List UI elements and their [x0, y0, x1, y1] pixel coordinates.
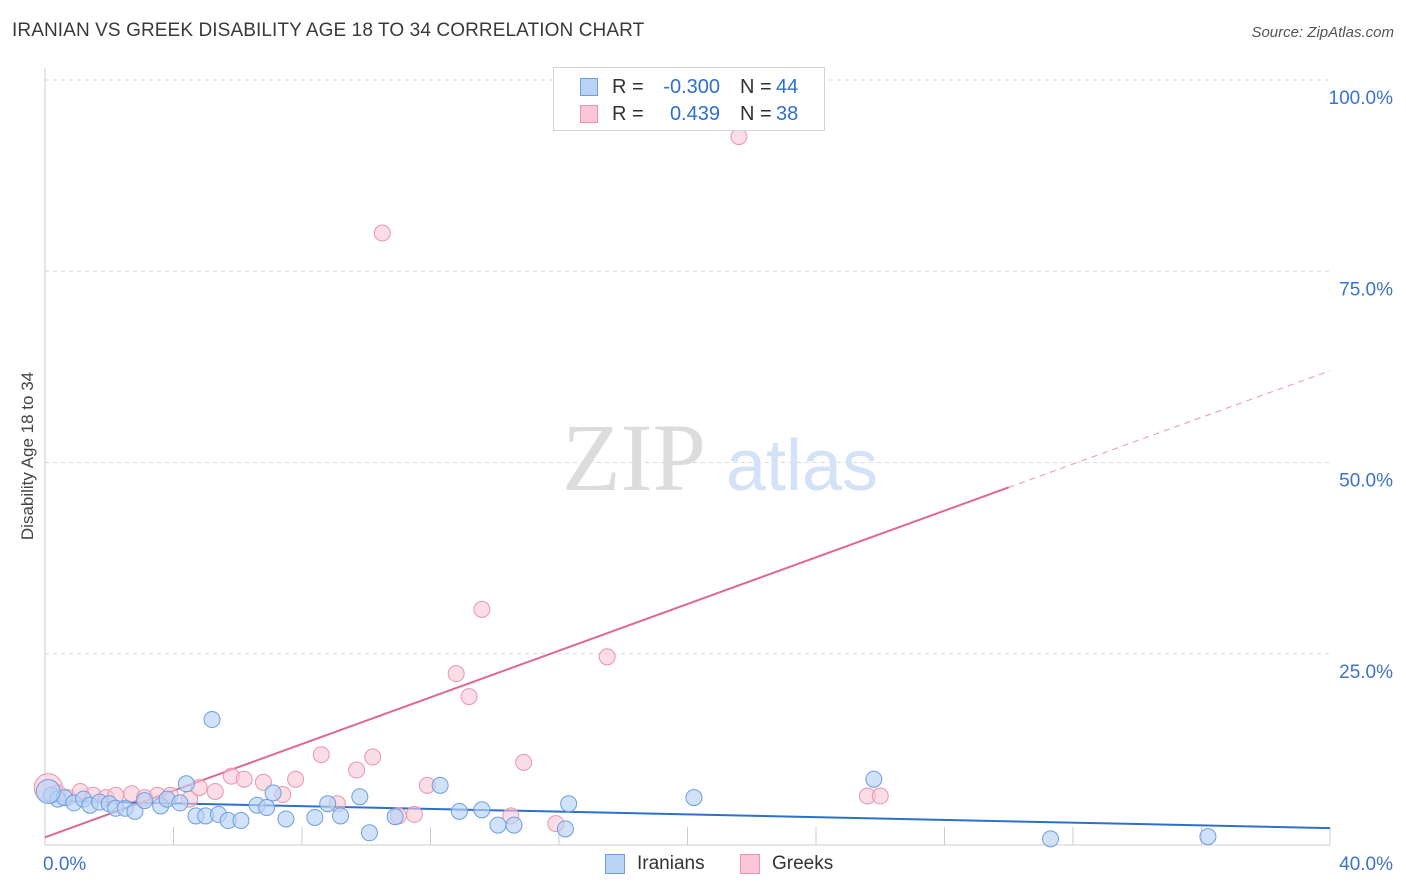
bottom-legend-swatch-iranians	[605, 854, 625, 874]
greeks-point	[235, 770, 253, 788]
iranians-point	[450, 802, 468, 820]
greeks-point	[730, 128, 748, 146]
iranians-point	[865, 770, 883, 788]
x-tick-label-start: 0.0%	[43, 854, 86, 875]
y-tick-label: 75.0%	[1339, 279, 1393, 300]
greeks-point	[206, 782, 224, 800]
greeks-point	[373, 224, 391, 242]
iranians-point	[556, 820, 574, 838]
legend-r-label: R =	[612, 75, 644, 98]
y-tick-label: 50.0%	[1339, 471, 1393, 492]
watermark-zip: ZIP	[562, 404, 706, 511]
bottom-legend-swatch-greeks	[740, 854, 760, 874]
iranians-point	[351, 788, 369, 806]
iranians-point	[431, 776, 449, 794]
chart-source: Source: ZipAtlas.com	[1251, 24, 1394, 41]
legend-row-greeks: R = 0.439 N = 38	[554, 101, 798, 127]
legend-n-value-greeks: 38	[776, 102, 799, 125]
greeks-point	[447, 665, 465, 683]
iranians-point	[1042, 830, 1060, 848]
correlation-legend: R = -0.300 N = 44 R = 0.439 N = 38	[553, 67, 825, 131]
legend-swatch-iranians	[580, 78, 598, 96]
bottom-legend-greeks: Greeks	[740, 852, 833, 876]
iranians-point	[473, 801, 491, 819]
iranians-point	[258, 799, 276, 817]
legend-row-iranians: R = -0.300 N = 44	[554, 74, 798, 100]
iranians-point	[277, 810, 295, 828]
greeks-point	[598, 648, 616, 666]
iranians-point	[332, 807, 350, 825]
watermark-atlas: atlas	[726, 426, 878, 506]
greeks-trend-line	[44, 486, 1010, 839]
greeks-point	[515, 753, 533, 771]
legend-r-label: R =	[612, 102, 644, 125]
bottom-legend-iranians: Iranians	[605, 852, 705, 876]
greeks-point	[312, 746, 330, 764]
bottom-legend-label-greeks: Greeks	[772, 853, 834, 874]
greeks-point	[473, 600, 491, 618]
greeks-point	[460, 688, 478, 706]
greeks-trend-line-projection	[1008, 370, 1331, 488]
iranians-point	[203, 711, 221, 729]
iranians-point	[264, 784, 282, 802]
bottom-legend-label-iranians: Iranians	[637, 853, 705, 874]
iranians-point	[505, 816, 523, 834]
chart-title: IRANIAN VS GREEK DISABILITY AGE 18 TO 34…	[12, 20, 645, 41]
legend-r-value-iranians: -0.300	[663, 75, 720, 98]
iranians-point	[306, 808, 324, 826]
iranians-point	[177, 775, 195, 793]
iranians-points	[35, 711, 1217, 848]
iranians-point	[136, 792, 154, 810]
x-tick-label-end: 40.0%	[1339, 854, 1393, 875]
iranians-point	[685, 789, 703, 807]
iranians-point	[560, 795, 578, 813]
watermark: ZIP atlas	[562, 404, 878, 511]
gridlines	[45, 79, 1330, 655]
greeks-point	[405, 805, 423, 823]
legend-swatch-greeks	[580, 105, 598, 123]
axes	[44, 68, 1331, 846]
iranians-point	[232, 812, 250, 830]
greeks-point	[254, 773, 272, 791]
greeks-point	[348, 761, 366, 779]
legend-r-value-greeks: 0.439	[669, 102, 720, 125]
greeks-point	[871, 787, 889, 805]
y-tick-label: 25.0%	[1339, 662, 1393, 683]
iranians-point	[171, 794, 189, 812]
iranians-point	[35, 778, 61, 804]
iranians-point	[489, 816, 507, 834]
greeks-point	[287, 770, 305, 788]
iranians-point	[1199, 828, 1217, 846]
tick-labels: 100.0% 75.0% 50.0% 25.0% 0.0% 40.0%	[43, 88, 1393, 875]
iranians-point	[319, 795, 337, 813]
greeks-point	[364, 748, 382, 766]
iranians-point	[360, 824, 378, 842]
y-tick-label: 100.0%	[1329, 88, 1394, 109]
iranians-point	[126, 802, 144, 820]
iranians-point	[386, 808, 404, 826]
legend-n-label: N =	[740, 102, 772, 125]
legend-n-label: N =	[740, 75, 772, 98]
legend-n-value-iranians: 44	[776, 75, 799, 98]
